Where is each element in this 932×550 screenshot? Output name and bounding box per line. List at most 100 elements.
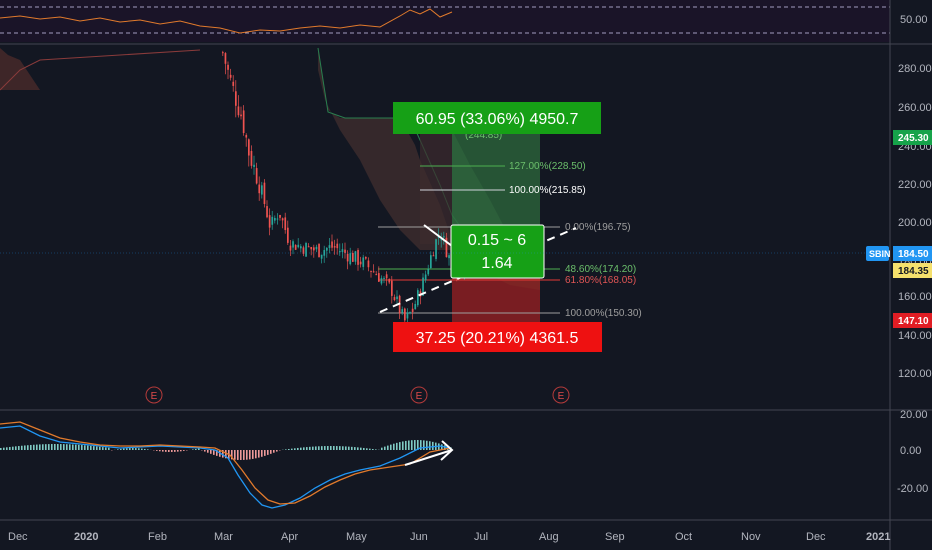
- macd-bar: [198, 448, 200, 450]
- macd-bar: [99, 446, 101, 450]
- macd-bar: [126, 448, 128, 450]
- candle-body: [263, 182, 266, 204]
- time-tick: Feb: [148, 531, 167, 543]
- candle-body: [237, 106, 240, 116]
- candle-body: [404, 308, 406, 321]
- macd-arrow: [404, 440, 454, 466]
- candle-body: [297, 244, 300, 248]
- candle-body: [432, 255, 435, 257]
- fib-label-100: 100.00%(150.30): [565, 308, 642, 319]
- candle-body: [240, 114, 242, 117]
- macd-bar: [48, 444, 50, 450]
- candle-body: [380, 278, 383, 284]
- macd-tick: 20.00: [900, 409, 928, 421]
- macd-bar: [36, 444, 38, 450]
- candle-body: [302, 247, 305, 254]
- loss-box[interactable]: 37.25 (20.21%) 4361.5: [393, 322, 602, 352]
- macd-bar: [6, 447, 8, 450]
- risk-reward-box[interactable]: 0.15 ~ 6 1.64: [450, 224, 545, 279]
- price-axis[interactable]: 280.00 260.00 240.00 220.00 200.00 180.0…: [898, 63, 932, 380]
- svg-text:184.35: 184.35: [898, 266, 929, 277]
- candle-body: [336, 243, 339, 249]
- time-tick: Aug: [539, 531, 559, 543]
- macd-bar: [171, 450, 173, 452]
- macd-bar: [339, 446, 341, 450]
- time-tick: Oct: [675, 531, 692, 543]
- candle-body: [346, 253, 349, 262]
- macd-bar: [27, 445, 29, 450]
- candle-body: [414, 303, 417, 310]
- macd-axis[interactable]: 20.00 0.00 -20.00: [897, 409, 928, 495]
- candle-body: [279, 214, 281, 218]
- candle-body: [417, 290, 419, 306]
- macd-bar: [183, 450, 185, 451]
- candle-body: [222, 52, 224, 54]
- candle-body: [378, 273, 380, 282]
- last-price-tag: 184.50: [893, 246, 932, 261]
- candle-body: [307, 246, 310, 248]
- candle-body: [435, 239, 437, 259]
- ichimoku-span-b: [0, 49, 201, 91]
- event-marker-1[interactable]: E: [145, 386, 163, 404]
- macd-bar: [30, 444, 32, 450]
- time-tick: Dec: [806, 531, 826, 543]
- macd-bar: [105, 447, 107, 450]
- trendline-dashed: [379, 227, 577, 313]
- macd-pane: [0, 421, 454, 509]
- candle-body: [326, 247, 328, 251]
- macd-bar: [429, 441, 431, 450]
- macd-bar: [66, 444, 68, 450]
- macd-bar: [33, 444, 35, 450]
- macd-bar: [129, 448, 131, 450]
- macd-bar: [258, 450, 260, 458]
- macd-bar: [243, 450, 245, 460]
- profit-box-text: 60.95 (33.06%) 4950.7: [416, 111, 579, 128]
- macd-bar: [342, 446, 344, 450]
- macd-bar: [294, 448, 296, 450]
- macd-bar: [252, 450, 254, 459]
- candle-body: [294, 244, 297, 250]
- macd-bar: [210, 450, 212, 454]
- macd-bar: [231, 450, 233, 460]
- fib-label-top: (244.85): [465, 130, 502, 141]
- macd-bar: [375, 449, 377, 450]
- fib-label-618: 61.80%(168.05): [565, 275, 636, 286]
- candle-body: [383, 277, 385, 279]
- macd-bar: [144, 448, 146, 450]
- macd-bar: [69, 444, 71, 450]
- candle-body: [300, 246, 302, 249]
- macd-bar: [147, 449, 149, 450]
- macd-bar: [285, 449, 287, 450]
- event-marker-2[interactable]: E: [410, 386, 428, 404]
- macd-tick: 0.00: [900, 445, 921, 457]
- time-tick: Nov: [741, 531, 761, 543]
- candle-body: [310, 246, 313, 250]
- reference-price-tag: 184.35: [893, 263, 932, 278]
- candle-body: [268, 215, 271, 228]
- candle-body: [391, 280, 393, 296]
- macd-bar: [315, 446, 317, 450]
- macd-bar: [288, 449, 290, 450]
- macd-bar: [408, 440, 410, 450]
- svg-text:184.50: 184.50: [898, 249, 929, 260]
- macd-bar: [423, 440, 425, 450]
- candle-body: [331, 241, 333, 248]
- candle-body: [409, 312, 411, 314]
- macd-bar: [441, 444, 443, 450]
- profit-box[interactable]: 60.95 (33.06%) 4950.7: [393, 102, 601, 134]
- price-tick: 120.00: [898, 368, 932, 380]
- macd-bar: [387, 445, 389, 450]
- candle-body: [281, 218, 284, 221]
- macd-bar: [21, 445, 23, 450]
- ichimoku-cloud: [318, 48, 452, 250]
- macd-bar: [162, 450, 164, 452]
- macd-bar: [246, 450, 248, 460]
- candle-body: [411, 308, 414, 312]
- macd-bar: [195, 448, 197, 450]
- macd-bar: [336, 446, 338, 450]
- rsi-axis-label: 50.00: [900, 14, 928, 26]
- macd-bar: [18, 446, 20, 450]
- event-marker-3[interactable]: E: [552, 386, 570, 404]
- time-axis[interactable]: Dec 2020 Feb Mar Apr May Jun Jul Aug Sep…: [8, 531, 890, 543]
